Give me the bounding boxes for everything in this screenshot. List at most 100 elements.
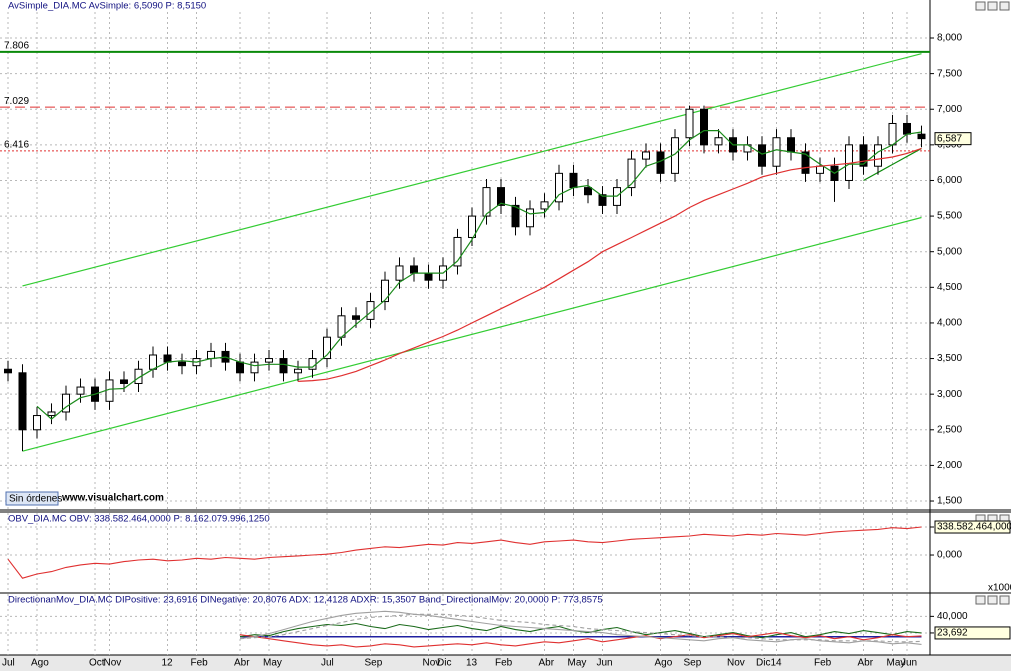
candle-body xyxy=(598,194,607,206)
candle-body xyxy=(265,358,273,363)
button[interactable] xyxy=(999,1,1010,11)
time-axis-band xyxy=(0,655,1011,671)
x-tick-label: Jun xyxy=(901,658,917,669)
candle-body xyxy=(337,315,346,338)
y-tick-label: 4,500 xyxy=(937,282,962,293)
window-buttons xyxy=(975,1,1010,605)
x-tick-label: Dic xyxy=(756,658,770,669)
candle-body xyxy=(758,144,766,167)
candle-body xyxy=(772,137,781,167)
candle-body xyxy=(149,354,157,370)
candle-body xyxy=(395,265,404,281)
candle-body xyxy=(47,411,56,417)
candle-body xyxy=(410,265,418,274)
x-tick-label: Nov xyxy=(727,658,745,669)
indicator-line xyxy=(239,632,922,648)
moving-average xyxy=(36,130,922,420)
annotation: Sin órdenes xyxy=(9,494,62,505)
candle-body xyxy=(453,236,462,267)
candle-body xyxy=(76,386,85,395)
candle-body xyxy=(4,368,12,374)
candle-body xyxy=(323,336,331,360)
candle-body xyxy=(569,172,578,189)
scale-note: x10000 xyxy=(988,583,1011,594)
candle-body xyxy=(178,361,186,367)
candle-body xyxy=(482,187,491,217)
x-tick-label: Feb xyxy=(814,658,832,669)
candle-body xyxy=(468,215,476,238)
candle-body xyxy=(540,201,549,210)
candle-body xyxy=(120,379,128,384)
x-tick-label: Jul xyxy=(2,658,15,669)
y-tick-label: 5,000 xyxy=(937,246,962,257)
candle-body xyxy=(366,301,375,320)
x-tick-label: Ago xyxy=(31,658,49,669)
trendline xyxy=(863,147,922,181)
candle-body xyxy=(917,133,926,140)
x-tick-label: Abr xyxy=(858,658,874,669)
x-tick-label: Jun xyxy=(597,658,613,669)
x-tick-label: Nov xyxy=(104,658,122,669)
candle-body xyxy=(685,108,694,139)
button[interactable] xyxy=(987,1,998,11)
x-tick-label: May xyxy=(887,658,906,669)
button[interactable] xyxy=(999,595,1010,605)
button[interactable] xyxy=(975,595,986,605)
candle-body xyxy=(250,361,259,374)
watermark: www.visualchart.com xyxy=(61,493,164,504)
current-value-box xyxy=(934,626,1011,640)
x-tick-label: Dic xyxy=(437,658,451,669)
x-tick-label: May xyxy=(263,658,282,669)
x-tick-label: Oct xyxy=(89,658,105,669)
candle-body xyxy=(62,393,70,413)
candle-body xyxy=(526,208,534,228)
candle-body xyxy=(33,415,41,431)
x-tick-label: Jul xyxy=(321,658,334,669)
candle-body xyxy=(497,187,505,206)
candle-body xyxy=(714,137,723,146)
indicator-line xyxy=(239,613,922,643)
candle-body xyxy=(903,122,911,135)
last-price-box xyxy=(934,132,972,146)
x-tick-label: 12 xyxy=(162,658,174,669)
level-label: 7.029 xyxy=(4,96,29,107)
candle-body xyxy=(424,272,433,281)
candle-body xyxy=(236,361,244,374)
candle-body xyxy=(787,137,795,153)
x-tick-label: Abr xyxy=(539,658,555,669)
candle-body xyxy=(163,354,172,363)
candle-body xyxy=(555,172,563,203)
annotation-box xyxy=(5,491,59,506)
candle-body xyxy=(859,144,868,167)
candle-body xyxy=(700,108,708,146)
y-tick-label: 23,692 xyxy=(937,628,968,639)
candle-body xyxy=(874,144,882,167)
candle-body xyxy=(642,151,650,160)
y-tick-label: 0,000 xyxy=(937,550,962,561)
y-tick-label: 40,000 xyxy=(937,611,968,622)
level-label: 6.416 xyxy=(4,139,29,150)
candle-body xyxy=(801,151,810,174)
y-tick-label: 5,500 xyxy=(937,211,962,222)
x-tick-label: Feb xyxy=(191,658,209,669)
candle-body xyxy=(294,368,302,374)
x-tick-label: Sep xyxy=(365,658,383,669)
button[interactable] xyxy=(975,1,986,11)
y-tick-label: 2,500 xyxy=(937,424,962,435)
button[interactable] xyxy=(987,595,998,605)
x-tick-label: 13 xyxy=(466,658,478,669)
x-tick-label: 14 xyxy=(771,658,783,669)
x-tick-label: Nov xyxy=(423,658,441,669)
x-tick-label: Abr xyxy=(234,658,250,669)
panel-header: OBV_DIA.MC OBV: 338.582.464,0000 P: 8.16… xyxy=(8,514,270,525)
x-tick-label: Sep xyxy=(684,658,702,669)
y-tick-label: 3,500 xyxy=(937,353,962,364)
candle-body xyxy=(627,158,636,189)
moving-average xyxy=(297,147,922,382)
y-tick-label: 338.582.464,000 xyxy=(937,522,1011,533)
y-tick-label: 7,500 xyxy=(937,68,962,79)
y-tick-label: 4,000 xyxy=(937,318,962,329)
